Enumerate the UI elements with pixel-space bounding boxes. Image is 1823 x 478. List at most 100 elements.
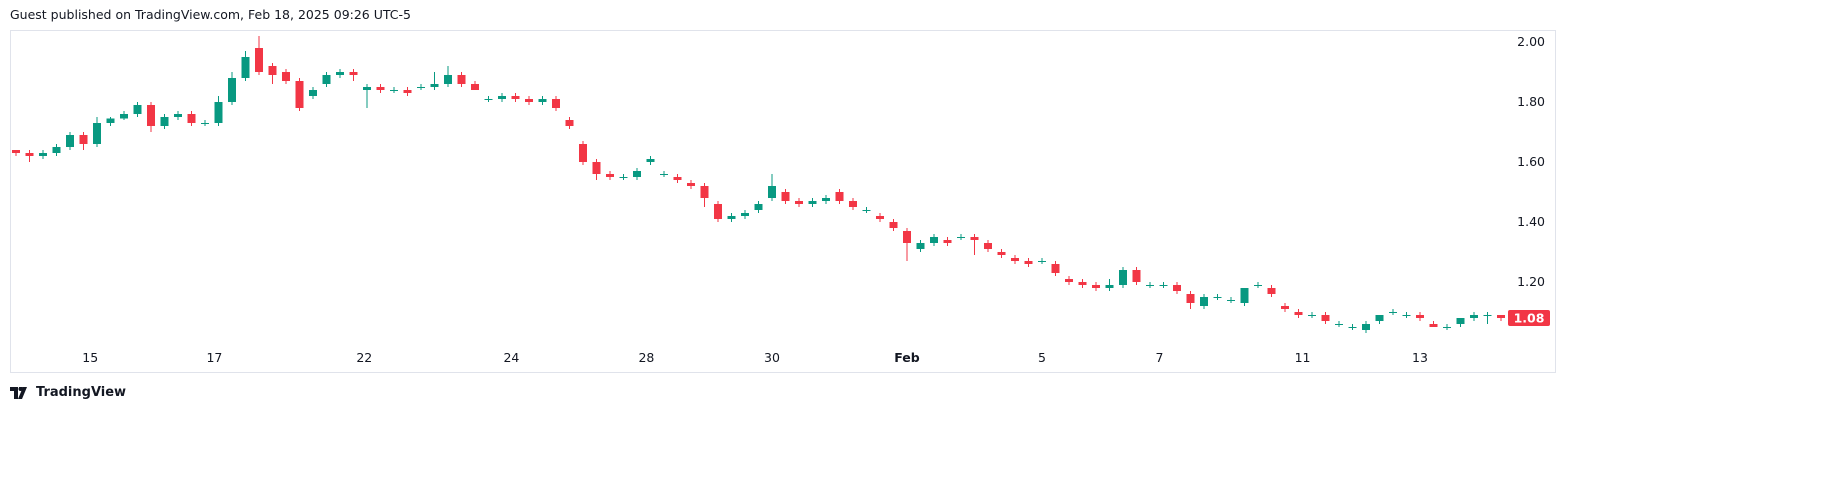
time-tick-label: 30 bbox=[764, 350, 780, 365]
candle bbox=[1443, 324, 1451, 330]
candle bbox=[1308, 312, 1316, 318]
candle-body bbox=[727, 216, 736, 219]
price-tick-label: 1.80 bbox=[1517, 94, 1545, 109]
last-price-label: 1.08 bbox=[1508, 310, 1550, 326]
candle bbox=[714, 201, 722, 222]
candle-body bbox=[214, 102, 223, 123]
candle-body bbox=[106, 118, 115, 123]
candle bbox=[1213, 294, 1222, 300]
candle bbox=[795, 198, 803, 207]
candle-body bbox=[322, 75, 331, 84]
candle-body bbox=[201, 123, 209, 124]
candle-body bbox=[943, 240, 952, 243]
candle-body bbox=[687, 183, 695, 186]
candle-body bbox=[133, 105, 142, 114]
candle-body bbox=[160, 117, 169, 126]
candle-body bbox=[255, 48, 263, 72]
candle bbox=[876, 213, 884, 222]
candle bbox=[1051, 261, 1060, 276]
candle bbox=[916, 240, 925, 252]
candle-body bbox=[1227, 300, 1235, 301]
candle-body bbox=[430, 84, 439, 87]
candle bbox=[538, 96, 547, 105]
candle-body bbox=[1240, 288, 1249, 303]
candle bbox=[1281, 303, 1289, 312]
candle bbox=[147, 102, 155, 132]
candle-body bbox=[552, 99, 560, 108]
candle-body bbox=[930, 237, 938, 243]
candle bbox=[106, 117, 115, 126]
candle bbox=[349, 69, 358, 81]
candle bbox=[997, 249, 1006, 258]
logo-text: TradingView bbox=[36, 385, 127, 400]
candle bbox=[903, 228, 911, 261]
candle-body bbox=[741, 213, 749, 216]
candle-body bbox=[1024, 261, 1033, 264]
candle bbox=[1065, 276, 1073, 285]
candle bbox=[1159, 282, 1168, 288]
time-axis[interactable]: 15 17 22 24 28 30 Feb 5 7 11 13 bbox=[82, 350, 1428, 365]
candle bbox=[214, 96, 223, 126]
candle bbox=[1348, 324, 1357, 330]
candle-body bbox=[984, 243, 992, 249]
tradingview-logo[interactable]: TradingView bbox=[10, 385, 126, 400]
candle-body bbox=[876, 216, 884, 219]
chart-frame bbox=[10, 30, 1556, 373]
candle bbox=[1375, 315, 1384, 324]
candle bbox=[417, 84, 425, 90]
last-price-text: 1.08 bbox=[1514, 311, 1545, 326]
candle bbox=[39, 150, 47, 159]
candle-body bbox=[1402, 315, 1411, 316]
candle bbox=[255, 36, 263, 75]
candle bbox=[363, 84, 371, 108]
time-tick-label: 22 bbox=[356, 350, 372, 365]
candle-body bbox=[1470, 315, 1478, 318]
price-axis[interactable]: 2.00 1.80 1.60 1.40 1.20 bbox=[1517, 34, 1545, 289]
candle bbox=[228, 72, 236, 105]
candle-body bbox=[903, 231, 911, 243]
candle bbox=[1429, 321, 1438, 327]
candle-body bbox=[241, 57, 250, 78]
candle-body bbox=[376, 87, 385, 90]
candle bbox=[1240, 288, 1249, 306]
candle-body bbox=[1443, 327, 1451, 328]
candle-body bbox=[1078, 282, 1087, 285]
candle bbox=[592, 159, 601, 180]
candle bbox=[808, 198, 817, 207]
candle bbox=[120, 111, 128, 120]
candle-body bbox=[997, 252, 1006, 255]
candle-body bbox=[795, 201, 803, 204]
candle bbox=[849, 198, 857, 210]
candle bbox=[1483, 312, 1492, 324]
candle bbox=[52, 144, 61, 156]
candle-body bbox=[25, 153, 34, 156]
candle-body bbox=[957, 237, 965, 238]
candle-body bbox=[309, 90, 317, 96]
candle-body bbox=[700, 186, 709, 198]
candle-body bbox=[1416, 315, 1424, 318]
candle bbox=[1335, 321, 1343, 327]
candle-body bbox=[12, 150, 20, 153]
candle bbox=[1402, 312, 1411, 318]
candle-body bbox=[363, 87, 371, 90]
candle-body bbox=[1497, 315, 1505, 318]
candle-body bbox=[1159, 285, 1168, 286]
candle-body bbox=[1132, 270, 1141, 282]
time-tick-label: 13 bbox=[1412, 350, 1428, 365]
candle-body bbox=[1051, 264, 1060, 273]
candle bbox=[1105, 279, 1114, 291]
candle-body bbox=[498, 96, 506, 99]
candle-body bbox=[79, 135, 88, 144]
time-tick-label: 24 bbox=[503, 350, 519, 365]
candle-body bbox=[1294, 312, 1303, 315]
candle-body bbox=[1092, 285, 1100, 288]
candle-body bbox=[660, 174, 668, 175]
candle-body bbox=[808, 201, 817, 204]
candle-body bbox=[390, 90, 398, 91]
candle-body bbox=[619, 177, 628, 178]
candle-body bbox=[1335, 324, 1343, 325]
candle bbox=[970, 234, 979, 255]
candle bbox=[309, 87, 317, 99]
candle-body bbox=[417, 87, 425, 88]
